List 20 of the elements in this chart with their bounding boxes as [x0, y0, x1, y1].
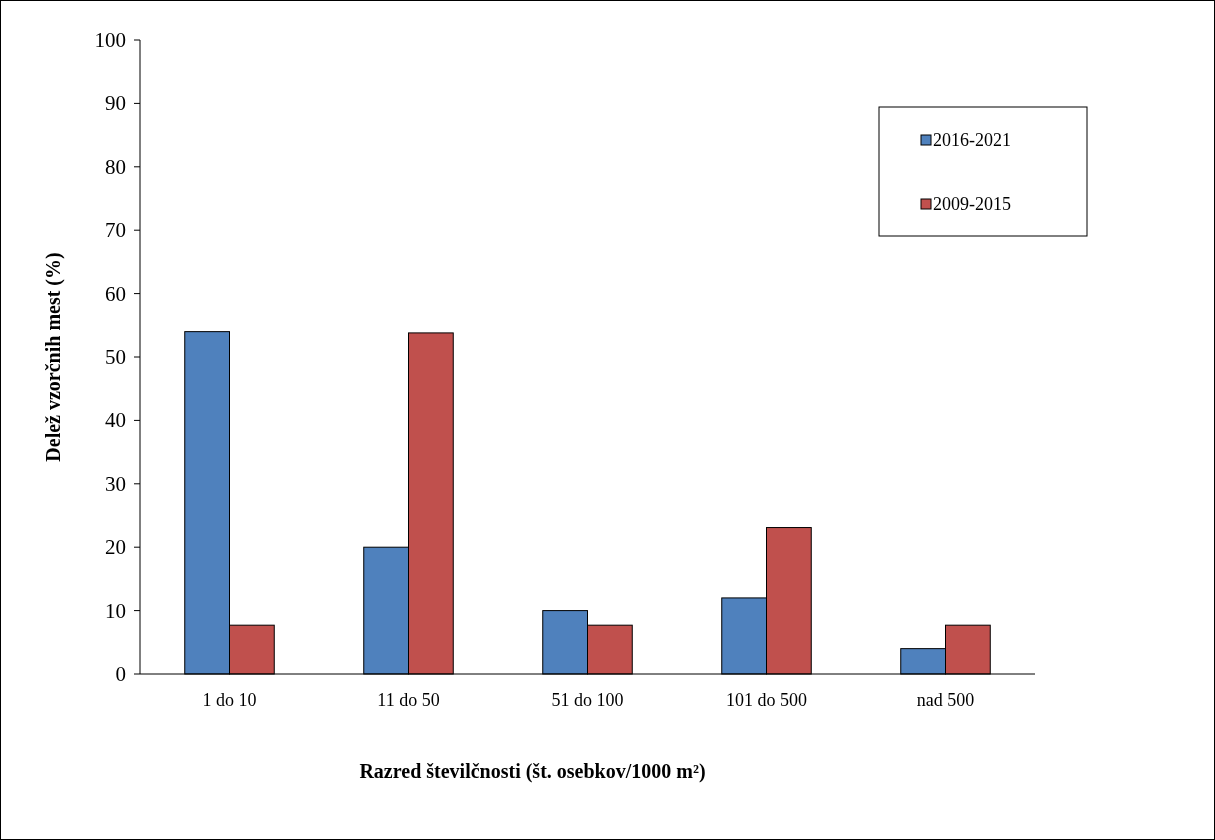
y-tick-label: 50 [105, 345, 126, 369]
legend-label: 2009-2015 [933, 194, 1011, 214]
y-axis-title: Delež vzorčnih mest (%) [42, 252, 65, 462]
y-tick-label: 30 [105, 471, 126, 496]
y-tick-label: 10 [105, 598, 126, 623]
y-tick-label: 80 [105, 154, 126, 179]
x-tick-label: 51 do 100 [551, 690, 624, 710]
x-tick-label: 101 do 500 [726, 690, 807, 710]
x-tick-label: 1 do 10 [202, 690, 257, 710]
y-tick-label: 0 [115, 662, 126, 686]
y-tick-label: 40 [105, 408, 126, 433]
legend-label: 2016-2021 [933, 130, 1011, 150]
y-tick-label: 60 [105, 281, 126, 306]
x-tick-label: nad 500 [916, 690, 975, 710]
y-tick-label: 90 [105, 91, 126, 116]
y-tick-label: 70 [105, 218, 126, 243]
x-axis-title: Razred številčnosti (št. osebkov/1000 m²) [359, 760, 706, 783]
y-tick-label: 20 [105, 535, 126, 560]
x-tick-label: 11 do 50 [377, 690, 440, 710]
y-tick-label: 100 [94, 28, 126, 52]
